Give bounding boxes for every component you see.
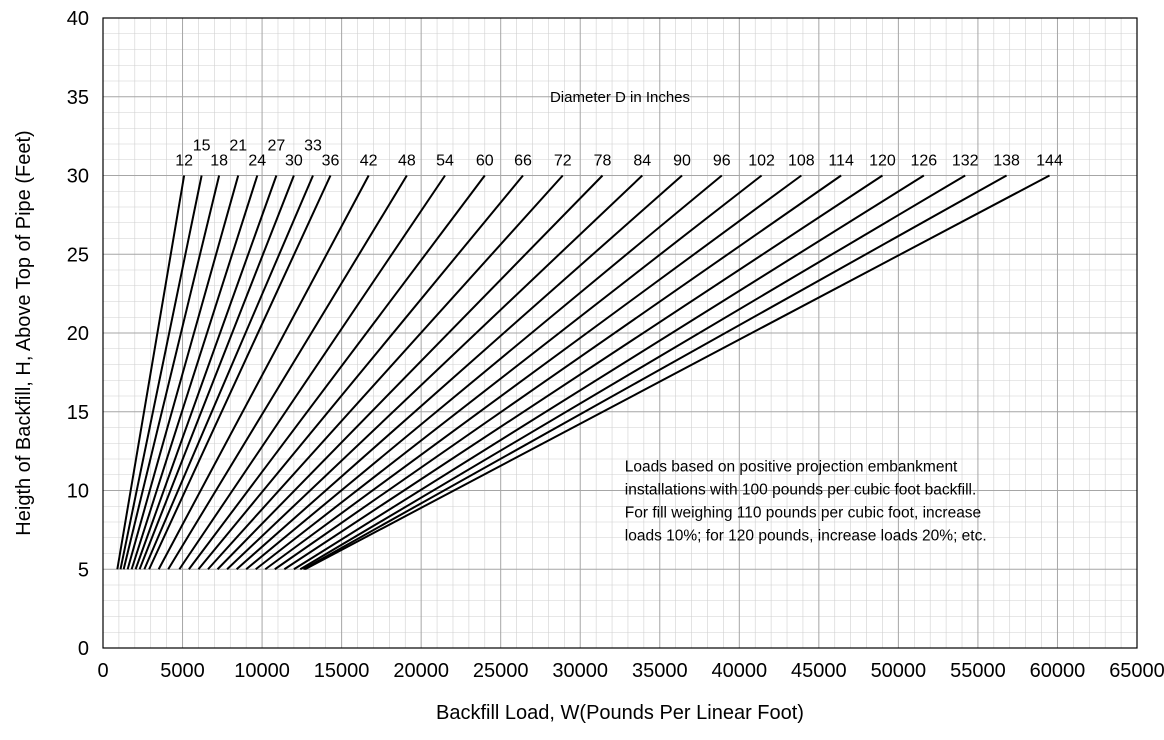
series-label: 42 bbox=[360, 153, 378, 170]
series-label: 36 bbox=[322, 153, 340, 170]
series-label: 114 bbox=[828, 153, 854, 170]
series-label: 66 bbox=[514, 153, 532, 170]
x-tick-labels: 0 5000 10000 15000 20000 25000 30000 35000 40000… bbox=[97, 660, 1164, 682]
y-tick-label: 30 bbox=[67, 166, 89, 188]
x-tick-label: 10000 bbox=[234, 660, 290, 682]
series-label: 78 bbox=[594, 153, 612, 170]
series-line bbox=[119, 175, 203, 570]
series-line bbox=[283, 174, 884, 571]
series-line bbox=[178, 174, 446, 570]
series-label: 84 bbox=[633, 153, 651, 170]
x-tick-label: 30000 bbox=[552, 660, 608, 682]
series-label: 120 bbox=[869, 153, 896, 170]
y-tick-label: 5 bbox=[78, 559, 89, 581]
series-line bbox=[130, 175, 259, 570]
series-label: 60 bbox=[476, 153, 494, 170]
x-tick-label: 20000 bbox=[393, 660, 449, 682]
x-tick-label: 15000 bbox=[314, 660, 370, 682]
note-line: For fill weighing 110 pounds per cubic f… bbox=[625, 505, 981, 522]
y-axis-title: Heigth of Backfill, H, Above Top of Pipe… bbox=[13, 130, 35, 535]
series-line bbox=[235, 174, 683, 570]
series-label: 72 bbox=[554, 153, 572, 170]
y-tick-label: 20 bbox=[67, 323, 89, 345]
series-line bbox=[157, 175, 370, 570]
x-tick-label: 0 bbox=[97, 660, 108, 682]
series-line bbox=[122, 175, 221, 570]
series-label: 18 bbox=[210, 153, 228, 170]
x-tick-label: 55000 bbox=[950, 660, 1006, 682]
series-line bbox=[293, 174, 925, 571]
series-label: 30 bbox=[285, 153, 303, 170]
series-label: 108 bbox=[788, 153, 815, 170]
y-tick-labels: 0 5 10 15 20 25 30 35 40 bbox=[67, 8, 89, 660]
series-line bbox=[143, 175, 314, 570]
series-line bbox=[138, 175, 295, 570]
x-tick-label: 5000 bbox=[160, 660, 205, 682]
series-heading: Diameter D in Inches bbox=[550, 89, 690, 106]
x-tick-label: 45000 bbox=[791, 660, 847, 682]
series-line bbox=[245, 174, 723, 571]
series-line bbox=[264, 174, 802, 571]
series-label: 15 bbox=[193, 138, 211, 155]
plot-frame bbox=[102, 17, 1138, 649]
y-tick-label: 40 bbox=[67, 8, 89, 30]
y-tick-label: 35 bbox=[67, 87, 89, 109]
note-line: Loads based on positive projection emban… bbox=[625, 459, 958, 476]
series-label: 27 bbox=[267, 138, 285, 155]
series-label: 12 bbox=[175, 153, 193, 170]
y-tick-label: 10 bbox=[67, 481, 89, 503]
series-line bbox=[226, 174, 643, 570]
series-line bbox=[116, 175, 186, 570]
series-label: 132 bbox=[952, 153, 979, 170]
x-tick-label: 35000 bbox=[632, 660, 688, 682]
series-label: 33 bbox=[304, 138, 322, 155]
x-tick-label: 65000 bbox=[1109, 660, 1164, 682]
series-lines bbox=[116, 174, 1050, 571]
series-label: 21 bbox=[229, 138, 247, 155]
x-tick-label: 50000 bbox=[871, 660, 927, 682]
series-line bbox=[299, 174, 966, 571]
series-label: 138 bbox=[993, 153, 1020, 170]
series-label: 96 bbox=[713, 153, 731, 170]
series-label: 144 bbox=[1036, 153, 1063, 170]
series-line bbox=[126, 175, 240, 570]
series-line bbox=[216, 174, 604, 570]
note-line: loads 10%; for 120 pounds, increase load… bbox=[625, 528, 987, 545]
series-label: 102 bbox=[748, 153, 775, 170]
series-line bbox=[274, 174, 842, 571]
series-label: 54 bbox=[436, 153, 454, 170]
series-label: 48 bbox=[398, 153, 416, 170]
series-label: 90 bbox=[673, 153, 691, 170]
series-label: 24 bbox=[248, 153, 266, 170]
note-line: installations with 100 pounds per cubic … bbox=[625, 482, 977, 499]
y-tick-label: 25 bbox=[67, 244, 89, 266]
x-tick-label: 40000 bbox=[711, 660, 767, 682]
series-line bbox=[148, 175, 332, 570]
series-line bbox=[207, 174, 564, 570]
y-tick-label: 0 bbox=[78, 638, 89, 660]
series-line bbox=[134, 175, 278, 570]
x-tick-label: 60000 bbox=[1030, 660, 1086, 682]
x-tick-label: 25000 bbox=[473, 660, 529, 682]
series-label: 126 bbox=[910, 153, 937, 170]
series-line bbox=[167, 174, 408, 570]
series-line bbox=[255, 174, 763, 571]
series-line bbox=[188, 174, 486, 570]
y-tick-label: 15 bbox=[67, 402, 89, 424]
series-line bbox=[302, 174, 1008, 571]
series-line bbox=[304, 174, 1050, 571]
x-axis-title: Backfill Load, W(Pounds Per Linear Foot) bbox=[436, 702, 804, 724]
series-line bbox=[197, 174, 524, 570]
